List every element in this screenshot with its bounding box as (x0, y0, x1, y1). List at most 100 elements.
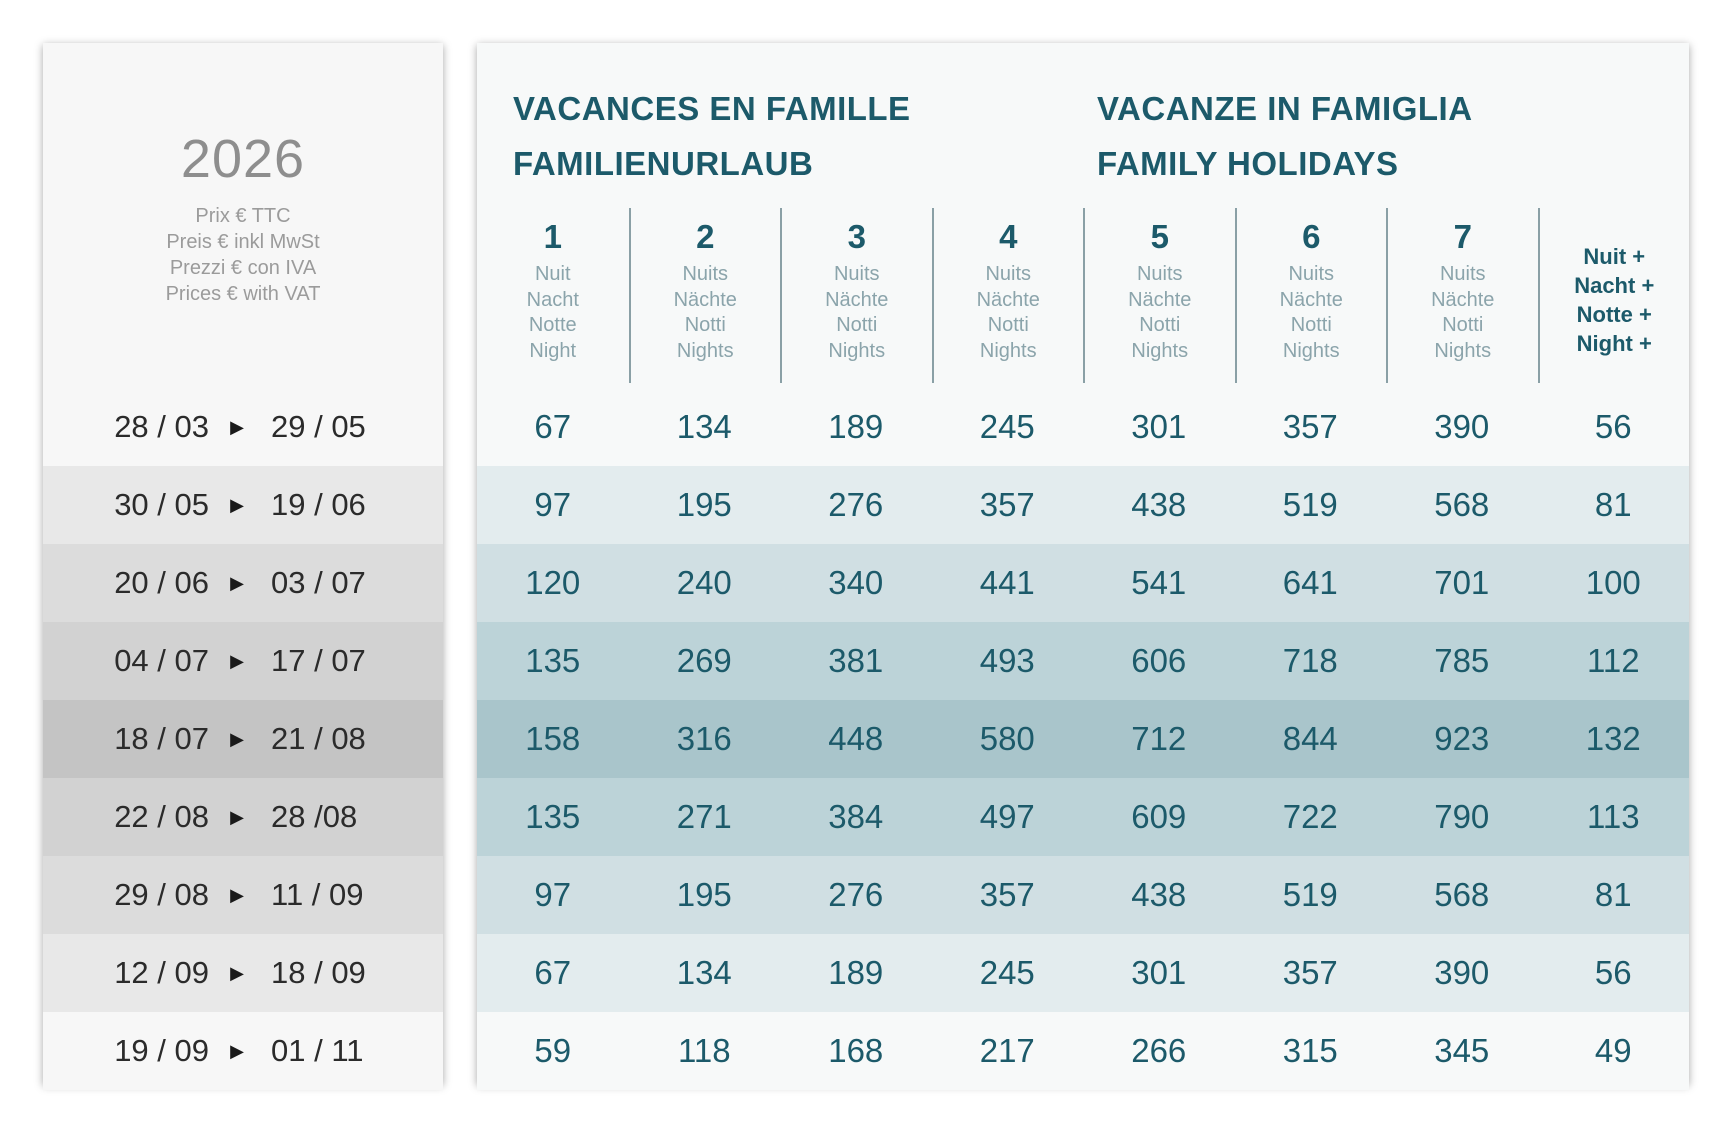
price-cell: 189 (828, 954, 884, 991)
price-cell: 641 (1282, 564, 1338, 601)
column-unit-label: Night (529, 339, 577, 362)
price-cell: 271 (676, 798, 732, 835)
price-note-en: Prices € with VAT (165, 283, 321, 305)
price-row: 120 240 340 441 541 641 701 100 (477, 544, 1689, 622)
title-it-en: VACANZE IN FAMIGLIA FAMILY HOLIDAYS (1097, 81, 1473, 191)
price-cell: 609 (1131, 798, 1187, 835)
price-cell: 97 (534, 876, 572, 913)
date-range-row: 22 / 08 ▶ 28 /08 (43, 778, 443, 856)
column-nights-number: 2 (696, 218, 715, 255)
triangle-right-icon: ▶ (230, 962, 244, 983)
price-cell: 606 (1131, 642, 1187, 679)
column-header-5: 5 Nuits Nächte Notti Nights (1083, 208, 1235, 383)
column-unit-label: Nights (676, 339, 734, 362)
column-unit-label: Nächte (976, 288, 1040, 311)
date-to: 03 / 07 (271, 565, 366, 600)
column-unit-labels: Nuits Nächte Notti Nights (1388, 262, 1538, 364)
price-cell: 701 (1434, 564, 1490, 601)
date-range-row: 30 / 05 ▶ 19 / 06 (43, 466, 443, 544)
price-cell: 722 (1282, 798, 1338, 835)
column-unit-label: Nights (1131, 339, 1189, 362)
date-range-row: 20 / 06 ▶ 03 / 07 (43, 544, 443, 622)
column-unit-labels: Nuits Nächte Notti Nights (1085, 262, 1235, 364)
date-to: 17 / 07 (271, 643, 366, 678)
price-note-fr: Prix € TTC (195, 205, 291, 227)
column-nights-number: 6 (1302, 218, 1321, 255)
price-cell: 357 (1282, 954, 1338, 991)
column-unit-label: Nuits (985, 263, 1032, 285)
column-header-3: 3 Nuits Nächte Notti Nights (780, 208, 932, 383)
column-unit-label: Notti (1290, 314, 1332, 336)
column-unit-label: Nuits (682, 263, 729, 285)
column-nights-number: 7 (1453, 218, 1472, 255)
price-row: 158 316 448 580 712 844 923 132 (477, 700, 1689, 778)
column-unit-label: Nächte (1279, 288, 1343, 311)
price-cell: 168 (828, 1032, 884, 1069)
price-cell: 195 (676, 876, 732, 913)
date-to: 18 / 09 (271, 955, 366, 990)
price-cell: 67 (534, 408, 572, 445)
price-cell: 519 (1282, 486, 1338, 523)
price-cell: 269 (676, 642, 732, 679)
price-cell: 134 (676, 954, 732, 991)
price-cell: 97 (534, 486, 572, 523)
column-unit-labels: Nuits Nächte Notti Nights (782, 262, 932, 364)
price-cell: 497 (979, 798, 1035, 835)
year-label: 2026 (180, 129, 306, 189)
price-cell: 195 (676, 486, 732, 523)
date-from: 20 / 06 (114, 565, 209, 600)
price-cell: 240 (676, 564, 732, 601)
column-unit-label: Nächte (1128, 288, 1192, 311)
column-unit-label: Nights (1282, 339, 1340, 362)
price-cell: 340 (828, 564, 884, 601)
date-from: 04 / 07 (114, 643, 209, 678)
price-cell: 790 (1434, 798, 1490, 835)
price-cell: 245 (979, 954, 1035, 991)
date-from: 22 / 08 (114, 799, 209, 834)
column-unit-label: Notti (684, 314, 726, 336)
extra-night-label: Night + (1576, 331, 1652, 356)
date-from: 30 / 05 (114, 487, 209, 522)
triangle-right-icon: ▶ (230, 572, 244, 593)
price-table-header: VACANCES EN FAMILLE FAMILIENURLAUB VACAN… (477, 43, 1689, 388)
price-cell: 718 (1282, 642, 1338, 679)
extra-night-price: 56 (1594, 954, 1632, 991)
title-de: FAMILIENURLAUB (513, 145, 814, 182)
price-cell: 118 (677, 1032, 731, 1069)
price-cell: 448 (828, 720, 884, 757)
price-cell: 276 (828, 486, 884, 523)
price-cell: 785 (1434, 642, 1490, 679)
column-unit-labels: Nuits Nächte Notti Nights (1237, 262, 1387, 364)
price-cell: 301 (1131, 408, 1187, 445)
price-cell: 301 (1131, 954, 1187, 991)
date-from: 28 / 03 (114, 409, 209, 444)
column-headers: 1 Nuit Nacht Notte Night 2 Nuits Nächte Notti Nig… (477, 208, 1689, 383)
price-note-it: Prezzi € con IVA (169, 257, 317, 279)
triangle-right-icon: ▶ (230, 728, 244, 749)
price-cell: 923 (1434, 720, 1490, 757)
price-cell: 438 (1131, 876, 1187, 913)
price-cell: 493 (979, 642, 1035, 679)
column-unit-label: Nächte (825, 288, 889, 311)
price-cell: 381 (828, 642, 884, 679)
title-fr-de: VACANCES EN FAMILLE FAMILIENURLAUB (513, 81, 911, 191)
price-cell: 580 (979, 720, 1035, 757)
extra-night-price: 132 (1585, 720, 1641, 757)
price-row: 67 134 189 245 301 357 390 56 (477, 388, 1689, 466)
date-to: 29 / 05 (271, 409, 366, 444)
column-unit-label: Notti (1442, 314, 1484, 336)
price-cell: 712 (1131, 720, 1187, 757)
column-unit-label: Nights (1434, 339, 1492, 362)
extra-night-price: 56 (1594, 408, 1632, 445)
triangle-right-icon: ▶ (230, 884, 244, 905)
price-cell: 390 (1434, 408, 1490, 445)
date-range-row: 12 / 09 ▶ 18 / 09 (43, 934, 443, 1012)
triangle-right-icon: ▶ (230, 416, 244, 437)
triangle-right-icon: ▶ (230, 650, 244, 671)
price-cell: 357 (979, 876, 1035, 913)
price-cell: 316 (676, 720, 732, 757)
date-rows: 28 / 03 ▶ 29 / 05 30 / 05 ▶ 19 / 06 20 / 06 ▶ 03… (43, 388, 443, 1090)
price-row: 59 118 168 217 266 315 345 49 (477, 1012, 1689, 1090)
column-unit-labels: Nuit Nacht Notte Night (477, 262, 629, 364)
triangle-right-icon: ▶ (230, 1040, 244, 1061)
